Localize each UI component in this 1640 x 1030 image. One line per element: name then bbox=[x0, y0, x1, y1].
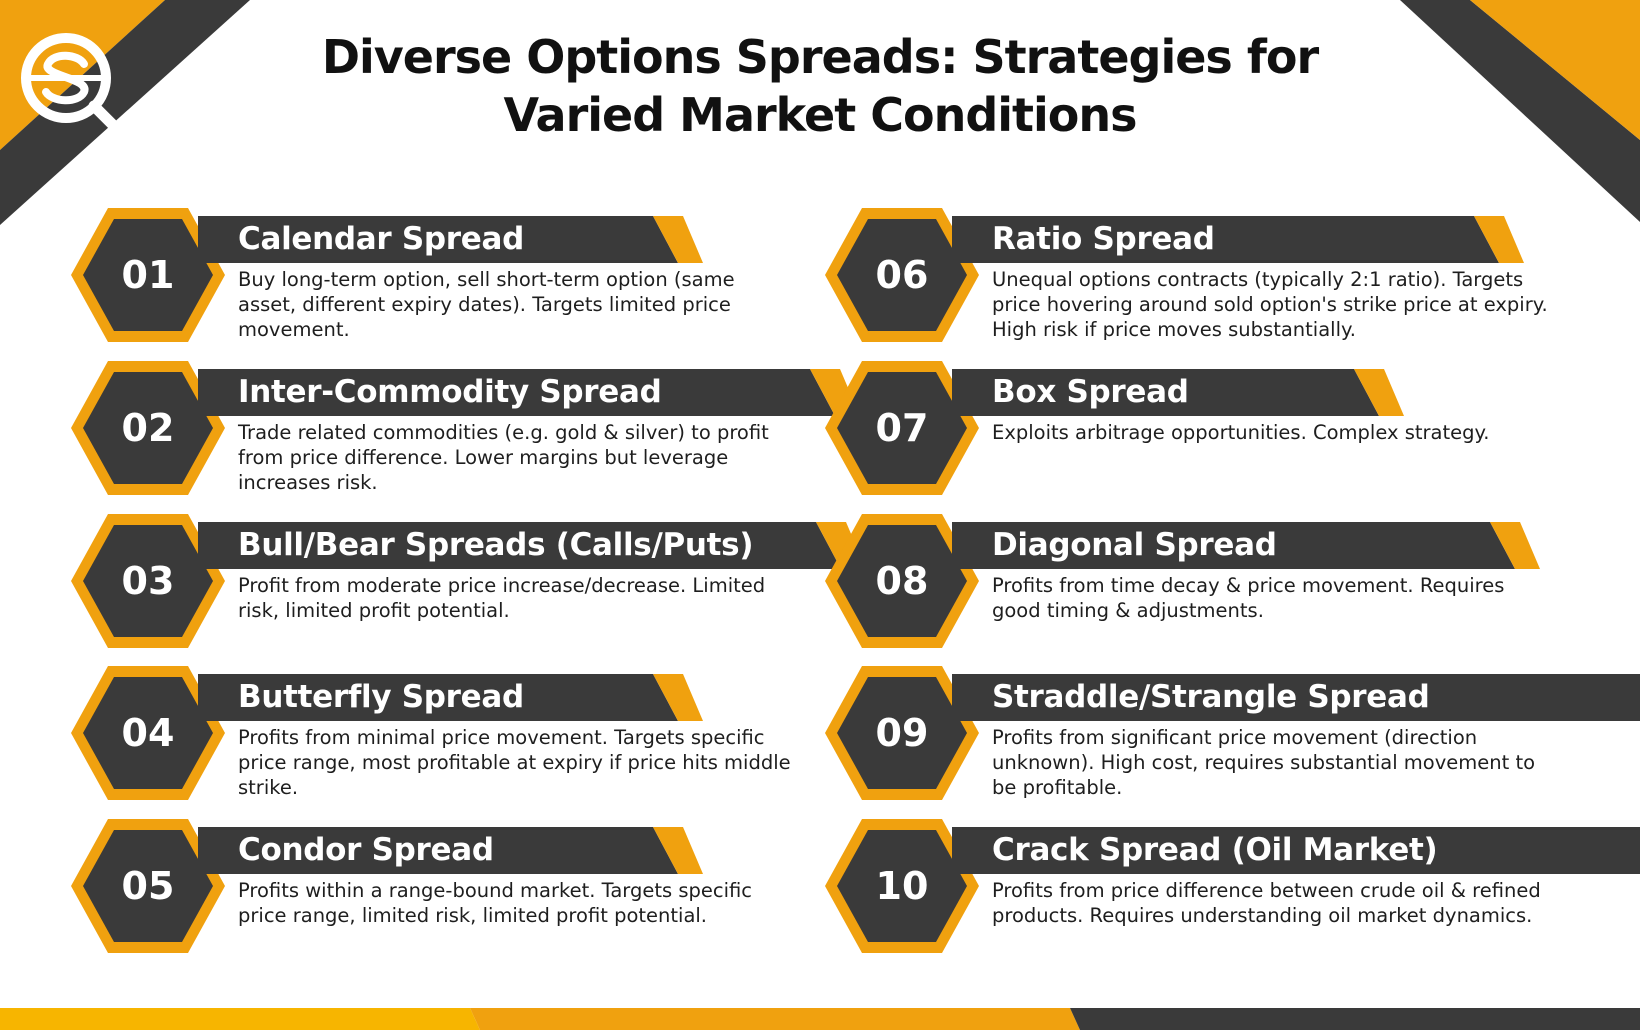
card-number: 04 bbox=[121, 711, 175, 755]
title-banner bbox=[198, 216, 703, 263]
title-banner bbox=[952, 522, 1540, 569]
card-description: Trade related commodities (e.g. gold & s… bbox=[238, 421, 769, 494]
card-title: Butterfly Spread bbox=[238, 679, 524, 715]
card-number: 10 bbox=[875, 864, 929, 908]
card-description: Profits from time decay & price movement… bbox=[992, 574, 1505, 622]
card-description: Profits from significant price movement … bbox=[992, 726, 1536, 799]
spread-card: 09 Straddle/Strangle Spread Profits from… bbox=[822, 663, 1640, 803]
title-banner bbox=[198, 674, 703, 721]
corner-stripe-right bbox=[1400, 0, 1640, 222]
spread-card: 05 Condor Spread Profits within a range-… bbox=[68, 816, 848, 956]
spread-card: 04 Butterfly Spread Profits from minimal… bbox=[68, 663, 848, 803]
hexagon-badge bbox=[825, 819, 979, 953]
card-number: 07 bbox=[875, 406, 929, 450]
card-number: 02 bbox=[121, 406, 175, 450]
card-number: 03 bbox=[121, 559, 175, 603]
card-title: Condor Spread bbox=[238, 832, 494, 868]
spread-card: 03 Bull/Bear Spreads (Calls/Puts) Profit… bbox=[68, 511, 866, 651]
card-description: Profits from minimal price movement. Tar… bbox=[238, 726, 791, 799]
hexagon-badge bbox=[71, 666, 225, 800]
spread-card: 07 Box Spread Exploits arbitrage opportu… bbox=[822, 358, 1602, 498]
card-number: 06 bbox=[875, 253, 929, 297]
card-title: Inter-Commodity Spread bbox=[238, 374, 662, 410]
card-description: Profits from price difference between cr… bbox=[992, 879, 1541, 927]
hexagon-badge bbox=[71, 208, 225, 342]
hexagon-badge bbox=[825, 514, 979, 648]
title-line-1: Diverse Options Spreads: Strategies for bbox=[321, 30, 1319, 84]
card-description: Buy long-term option, sell short-term op… bbox=[238, 268, 735, 341]
spread-card: 01 Calendar Spread Buy long-term option,… bbox=[68, 205, 848, 345]
spread-card: 10 Crack Spread (Oil Market) Profits fro… bbox=[822, 816, 1640, 956]
card-description: Profits within a range-bound market. Tar… bbox=[238, 879, 753, 927]
card-title: Box Spread bbox=[992, 374, 1189, 410]
card-number: 01 bbox=[121, 253, 175, 297]
title-banner bbox=[952, 369, 1404, 416]
spread-card: 06 Ratio Spread Unequal options contract… bbox=[822, 205, 1602, 345]
card-description: Exploits arbitrage opportunities. Comple… bbox=[992, 421, 1490, 444]
page-title: Diverse Options Spreads: Strategies for … bbox=[270, 28, 1370, 144]
hexagon-badge bbox=[825, 666, 979, 800]
hexagon-badge bbox=[71, 514, 225, 648]
card-title: Bull/Bear Spreads (Calls/Puts) bbox=[238, 527, 754, 563]
hexagon-badge bbox=[825, 361, 979, 495]
title-line-2: Varied Market Conditions bbox=[503, 88, 1137, 142]
card-title: Calendar Spread bbox=[238, 221, 525, 257]
hexagon-badge bbox=[71, 819, 225, 953]
bottom-stripe bbox=[0, 1008, 1640, 1030]
card-title: Crack Spread (Oil Market) bbox=[992, 832, 1438, 868]
card-title: Ratio Spread bbox=[992, 221, 1215, 257]
title-banner bbox=[952, 827, 1640, 874]
card-description: Unequal options contracts (typically 2:1… bbox=[992, 268, 1548, 341]
spread-card: 08 Diagonal Spread Profits from time dec… bbox=[822, 511, 1602, 651]
title-banner bbox=[952, 216, 1524, 263]
card-number: 05 bbox=[121, 864, 175, 908]
card-title: Diagonal Spread bbox=[992, 527, 1277, 563]
spread-card: 02 Inter-Commodity Spread Trade related … bbox=[68, 358, 860, 498]
title-banner bbox=[952, 674, 1640, 721]
hexagon-badge bbox=[825, 208, 979, 342]
title-banner bbox=[198, 827, 703, 874]
hexagon-badge bbox=[71, 361, 225, 495]
card-number: 09 bbox=[875, 711, 929, 755]
card-description: Profit from moderate price increase/decr… bbox=[238, 574, 766, 622]
card-number: 08 bbox=[875, 559, 929, 603]
card-title: Straddle/Strangle Spread bbox=[992, 679, 1430, 715]
brand-logo bbox=[21, 33, 120, 128]
